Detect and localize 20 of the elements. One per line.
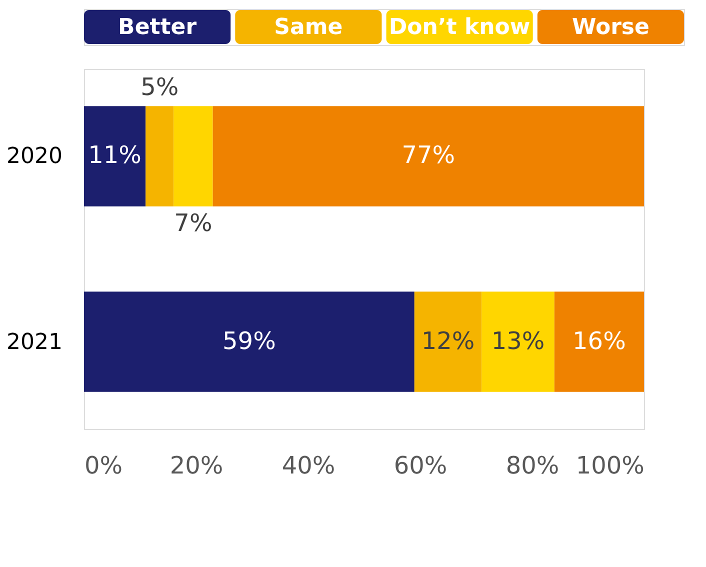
text: 59% bbox=[222, 326, 276, 355]
text: 16% bbox=[572, 326, 626, 355]
text: 77% bbox=[402, 141, 456, 170]
y-tick-label: 2020 bbox=[6, 144, 62, 170]
x-tick-label: 40% bbox=[282, 452, 336, 480]
text: 5% bbox=[140, 73, 179, 102]
text: 11% bbox=[88, 141, 142, 170]
text: 12% bbox=[421, 326, 475, 355]
text: Worse bbox=[572, 15, 650, 40]
x-tick-label: 60% bbox=[394, 452, 448, 480]
x-tick-label: 20% bbox=[170, 452, 224, 480]
x-tick-label: 80% bbox=[506, 452, 560, 480]
x-tick-label: 0% bbox=[84, 452, 123, 480]
x-tick-label: 100% bbox=[576, 452, 644, 480]
text: Same bbox=[274, 15, 343, 40]
text: 7% bbox=[174, 209, 212, 238]
text: 13% bbox=[491, 326, 545, 355]
text: Don’t know bbox=[388, 15, 530, 40]
y-tick-label: 2021 bbox=[6, 330, 62, 355]
text: Better bbox=[118, 15, 197, 40]
